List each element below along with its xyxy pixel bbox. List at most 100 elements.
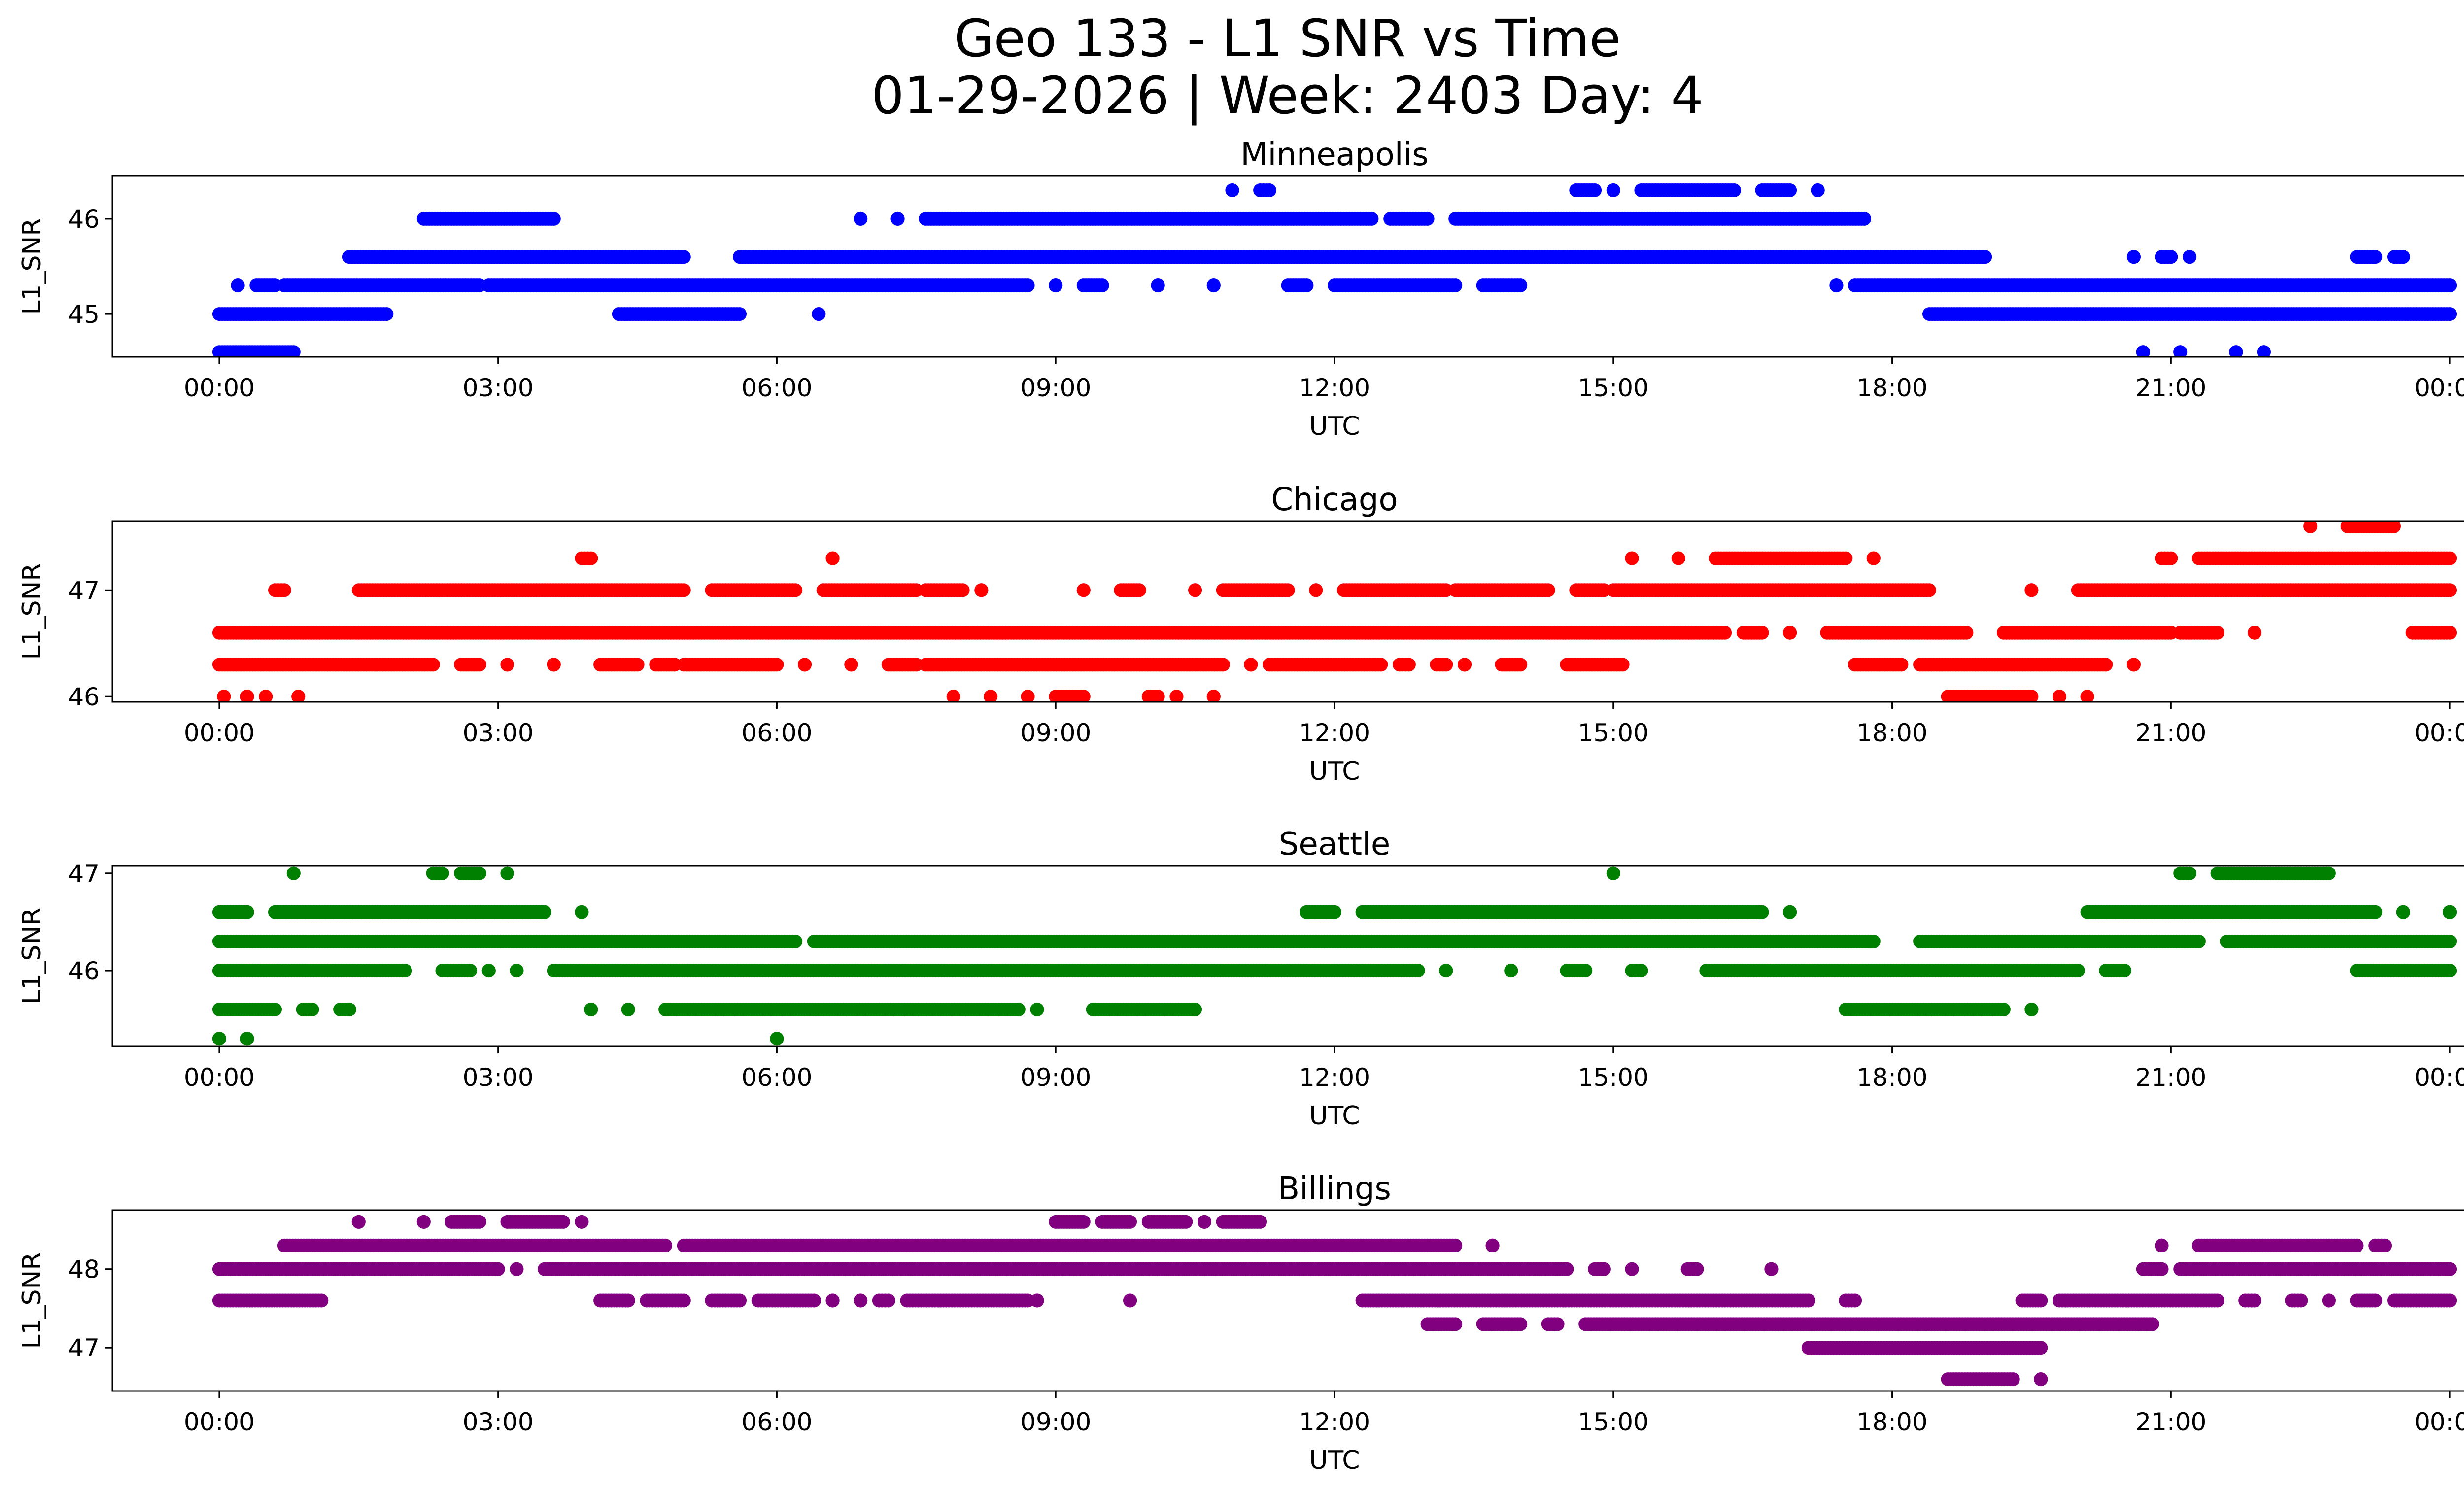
axes-frame: [111, 520, 2464, 703]
data-point: [890, 211, 905, 226]
data-point: [621, 1003, 635, 1016]
x-tick-label: 15:00: [1578, 719, 1649, 747]
data-point: [1513, 278, 1528, 293]
data-point: [2173, 345, 2188, 357]
data-point: [1206, 278, 1221, 293]
y-tick-label: 46: [68, 205, 100, 234]
x-tick-label: 03:00: [463, 374, 534, 402]
data-point: [1922, 583, 1936, 597]
x-tick-label: 03:00: [463, 719, 534, 747]
data-point: [1402, 658, 1416, 672]
data-point: [1151, 278, 1165, 293]
data-point: [1206, 690, 1221, 702]
data-point: [1727, 183, 1741, 197]
subplot-title: Seattle: [1279, 826, 1391, 863]
y-tick-label: 47: [68, 576, 100, 605]
data-point: [630, 658, 645, 672]
data-point: [2071, 964, 2085, 978]
data-point: [733, 307, 747, 321]
data-point: [2443, 307, 2457, 321]
x-tick-label: 06:00: [741, 374, 812, 402]
data-point: [217, 690, 231, 702]
data-point: [584, 551, 598, 565]
data-point: [1411, 964, 1425, 978]
figure-title: Geo 133 - L1 SNR vs Time 01-29-2026 | We…: [0, 10, 2464, 124]
data-point: [1783, 183, 1797, 197]
data-point: [1866, 551, 1881, 565]
data-point: [1374, 658, 1388, 672]
data-point: [1615, 658, 1630, 672]
data-point: [2303, 521, 2318, 533]
x-tick-label: 21:00: [2135, 374, 2206, 402]
data-point: [1783, 626, 1797, 640]
x-tick-label: 12:00: [1299, 719, 1370, 747]
x-tick-label: 18:00: [1857, 374, 1928, 402]
data-point: [677, 250, 691, 264]
data-point: [1448, 278, 1463, 293]
data-point: [1755, 626, 1769, 640]
data-point: [1132, 583, 1146, 597]
data-point: [974, 583, 989, 597]
data-point: [547, 211, 561, 226]
data-point: [1151, 690, 1165, 702]
data-point: [584, 1003, 598, 1016]
data-point: [1076, 690, 1091, 702]
data-point: [946, 690, 960, 702]
data-point: [2387, 521, 2401, 533]
x-axis-label: UTC: [1309, 757, 1360, 786]
data-point: [259, 690, 273, 702]
data-point: [2118, 964, 2131, 978]
data-point: [2024, 690, 2039, 702]
data-point: [286, 345, 301, 357]
data-point: [1021, 278, 1035, 293]
data-point: [268, 1003, 282, 1016]
data-point: [2443, 626, 2457, 640]
x-tick-label: 09:00: [1020, 719, 1091, 747]
y-axis-label: L1_SNR: [17, 218, 47, 314]
data-point: [812, 307, 826, 321]
data-point: [1811, 183, 1825, 197]
data-point: [1978, 250, 1992, 264]
data-point: [1300, 278, 1314, 293]
x-tick-label: 12:00: [1299, 374, 1370, 402]
data-point: [2126, 658, 2141, 672]
data-point: [1513, 658, 1528, 672]
data-point: [277, 583, 291, 597]
subplot-title: Minneapolis: [1240, 137, 1428, 173]
data-point: [379, 307, 394, 321]
data-point: [1011, 1003, 1026, 1016]
data-point: [1309, 583, 1323, 597]
data-point: [1625, 551, 1639, 565]
x-tick-label: 00:00: [184, 374, 255, 402]
data-point: [1439, 658, 1453, 672]
subplot-title: Chicago: [1271, 482, 1398, 518]
data-point: [1095, 278, 1109, 293]
data-point: [2443, 278, 2457, 293]
data-point: [240, 690, 254, 702]
data-point: [770, 658, 784, 672]
figure-title-line-2: 01-29-2026 | Week: 2403 Day: 4: [871, 66, 1704, 126]
data-point: [1021, 690, 1035, 702]
data-point: [398, 964, 412, 978]
x-tick-label: 15:00: [1578, 374, 1649, 402]
data-point: [1216, 658, 1230, 672]
x-tick-label: 18:00: [1857, 719, 1928, 747]
data-point: [2257, 345, 2271, 357]
data-point: [2164, 551, 2178, 565]
data-point: [1169, 690, 1184, 702]
data-point: [1365, 211, 1379, 226]
data-point: [677, 583, 691, 597]
data-point: [1281, 583, 1295, 597]
data-point: [1049, 278, 1063, 293]
data-point: [1634, 964, 1648, 978]
data-point: [984, 690, 998, 702]
data-point: [547, 658, 561, 672]
data-point: [1578, 964, 1593, 978]
data-point: [1671, 551, 1685, 565]
data-point: [2080, 690, 2094, 702]
data-point: [2183, 250, 2197, 264]
y-axis-label: L1_SNR: [17, 563, 47, 660]
data-point: [212, 1032, 226, 1046]
